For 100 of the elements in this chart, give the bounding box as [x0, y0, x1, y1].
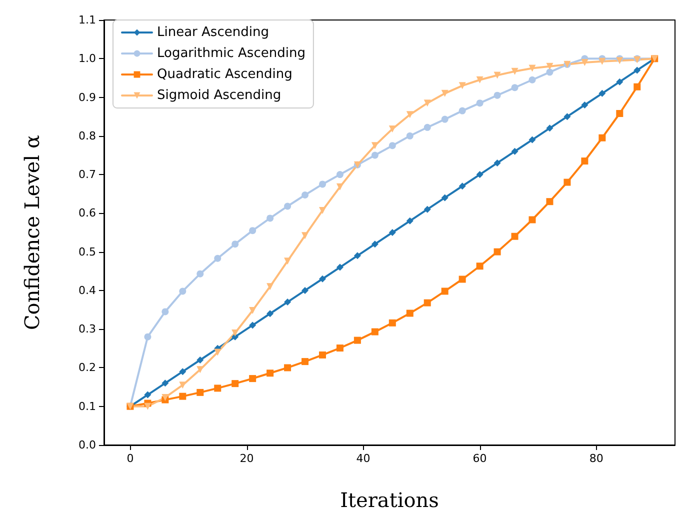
point	[196, 270, 204, 278]
point	[144, 333, 152, 340]
point	[598, 58, 606, 65]
y-tick-label: 1.1	[78, 14, 96, 26]
point	[581, 59, 588, 66]
point	[546, 68, 554, 76]
x-tick-label: 20	[240, 452, 254, 465]
y-tick-label: 0.4	[78, 284, 96, 297]
point	[546, 124, 554, 132]
point	[458, 276, 466, 283]
point	[511, 148, 518, 155]
point	[302, 358, 309, 366]
point	[406, 132, 414, 140]
point	[284, 202, 292, 210]
point	[179, 368, 186, 376]
point	[598, 134, 606, 142]
point	[424, 206, 431, 213]
y-tick-label: 0.0	[78, 438, 96, 452]
x-tick-label: 0	[126, 452, 134, 465]
point	[564, 113, 571, 120]
legend-label: Quadratic Ascending	[157, 67, 292, 82]
point	[528, 64, 536, 72]
point	[388, 125, 396, 132]
x-tick-label: 40	[356, 452, 370, 465]
point	[424, 100, 431, 107]
point	[388, 319, 396, 326]
point	[476, 262, 484, 270]
point	[406, 217, 414, 224]
point	[546, 62, 554, 70]
point	[336, 171, 344, 178]
point	[232, 329, 239, 336]
y-tick-label: 0.9	[78, 90, 96, 104]
point	[232, 380, 239, 388]
point	[528, 216, 536, 224]
point	[406, 111, 414, 118]
point	[371, 142, 378, 150]
legend-label: Linear Ascending	[157, 25, 269, 40]
point	[214, 254, 222, 262]
point	[249, 307, 256, 314]
point	[546, 198, 554, 206]
point	[634, 83, 641, 90]
point	[441, 116, 448, 123]
y-tick-label: 1.0	[78, 52, 96, 66]
y-tick-label: 0.3	[78, 322, 96, 336]
point	[458, 82, 466, 90]
point	[388, 142, 396, 150]
point	[528, 136, 536, 144]
point	[354, 336, 361, 344]
point	[634, 66, 641, 74]
point	[214, 384, 222, 392]
y-tick-label: 0.7	[78, 168, 96, 182]
point	[336, 344, 344, 352]
point	[424, 299, 431, 306]
point	[162, 308, 169, 316]
y-tick-label: 0.2	[78, 361, 96, 374]
point	[144, 402, 152, 410]
point	[616, 110, 624, 117]
point	[371, 240, 378, 248]
point	[371, 328, 378, 336]
point	[476, 76, 484, 84]
point	[494, 248, 501, 256]
point	[354, 252, 361, 260]
point	[196, 356, 204, 364]
point	[179, 392, 186, 400]
point	[388, 229, 396, 236]
point	[564, 178, 571, 186]
point	[319, 180, 326, 188]
point	[494, 159, 501, 166]
y-tick-label: 0.8	[78, 129, 96, 142]
point	[266, 283, 274, 290]
point	[494, 92, 501, 99]
point	[476, 171, 484, 178]
point	[528, 76, 536, 84]
point	[424, 124, 431, 131]
point	[266, 370, 274, 377]
point	[318, 206, 326, 214]
point	[144, 391, 152, 398]
y-tick-label: 0.6	[78, 206, 96, 220]
point	[598, 90, 606, 97]
legend-label: Sigmoid Ascending	[157, 88, 282, 103]
point	[302, 232, 309, 240]
point	[179, 288, 186, 295]
point	[249, 322, 256, 329]
legend-label: Logarithmic Ascending	[157, 46, 306, 61]
point	[214, 348, 222, 356]
point	[511, 232, 518, 240]
point	[441, 288, 448, 295]
point	[249, 375, 256, 382]
point	[494, 72, 501, 79]
point	[441, 194, 448, 202]
point	[284, 298, 292, 306]
point	[441, 90, 448, 97]
y-tick-label: 0.5	[78, 245, 96, 258]
point	[266, 310, 274, 318]
point	[336, 183, 344, 190]
point	[196, 388, 204, 396]
point	[406, 310, 414, 317]
point	[179, 382, 186, 389]
point	[232, 240, 239, 248]
point	[476, 100, 484, 107]
